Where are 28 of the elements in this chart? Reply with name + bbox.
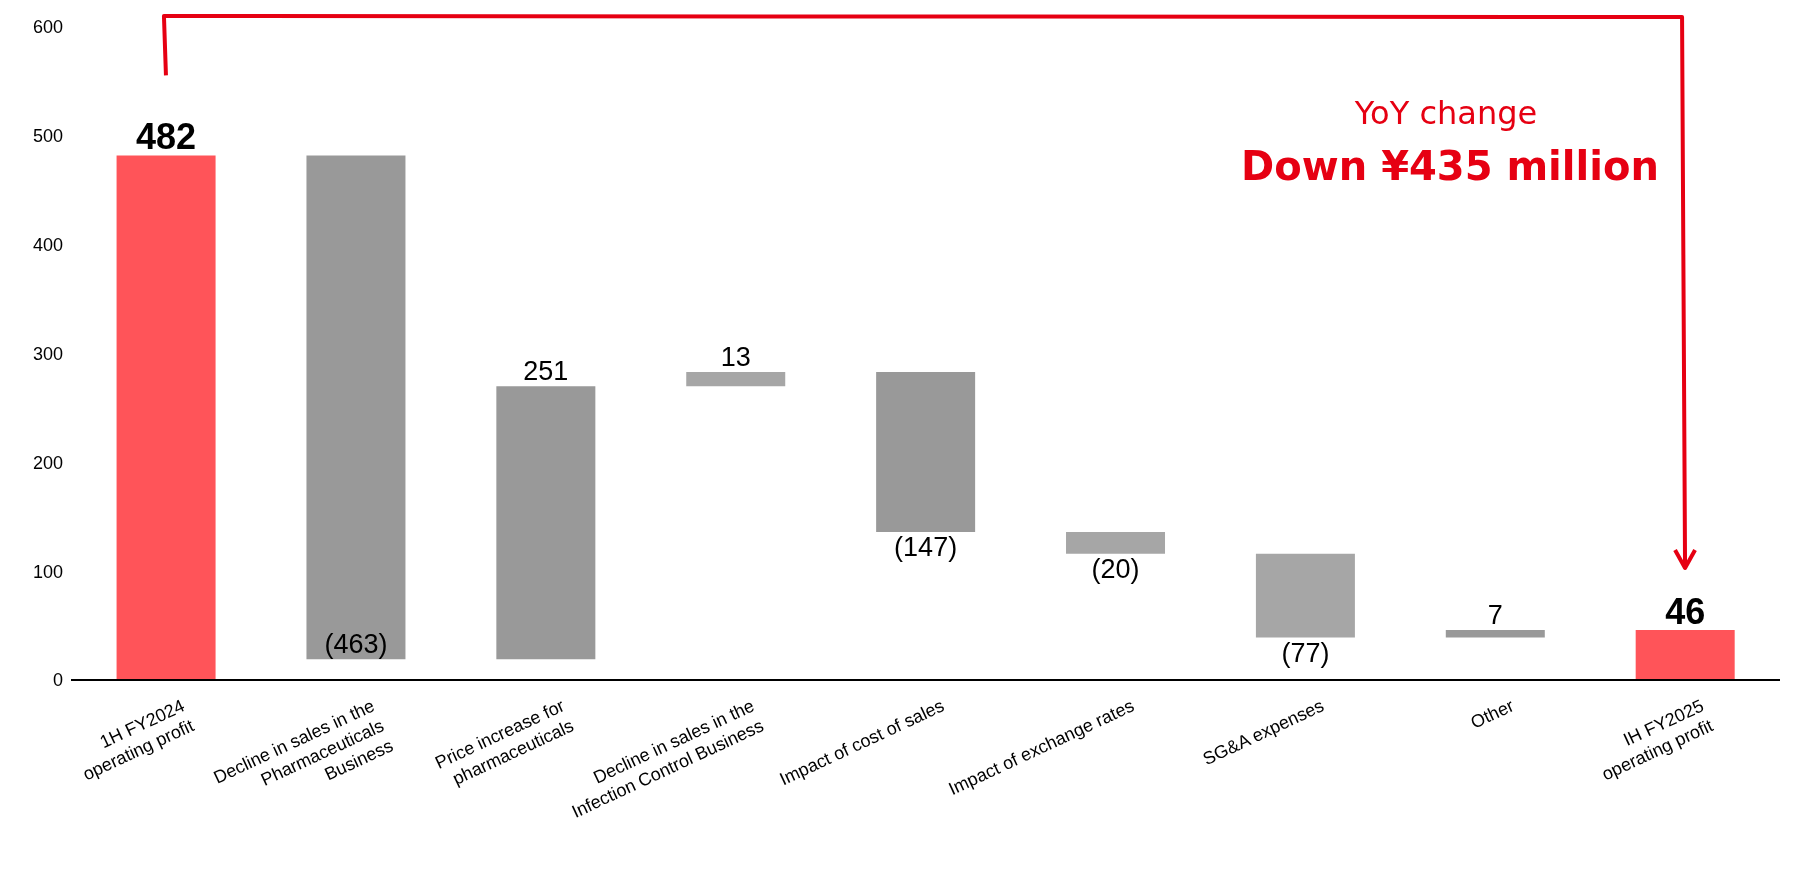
data-label: 13 — [720, 342, 751, 372]
data-label: (77) — [1281, 637, 1330, 668]
data-label: 482 — [136, 116, 197, 158]
bar — [1635, 629, 1735, 680]
bar — [1066, 531, 1166, 554]
bar — [1255, 553, 1355, 638]
data-label: (20) — [1091, 553, 1140, 584]
bar — [496, 386, 596, 660]
annotation: Down ¥435 million — [1241, 143, 1659, 189]
x-tick-label: Other — [1467, 695, 1517, 733]
y-tick-label: 400 — [32, 235, 63, 256]
data-label: 251 — [523, 356, 569, 387]
data-label: 7 — [1487, 599, 1503, 630]
bar — [306, 155, 406, 660]
bar — [876, 372, 976, 532]
y-tick-label: 0 — [52, 670, 63, 691]
y-tick-label: 600 — [32, 17, 63, 38]
bar — [116, 155, 216, 680]
y-tick-label: 300 — [32, 343, 63, 364]
data-label: 46 — [1665, 590, 1706, 632]
bar — [686, 372, 786, 387]
data-label: (147) — [894, 531, 958, 562]
annotation: YoY change — [1353, 94, 1538, 132]
bar — [1445, 629, 1545, 638]
data-label: (463) — [324, 629, 388, 660]
y-tick-label: 500 — [32, 126, 63, 147]
y-tick-label: 200 — [32, 452, 63, 473]
y-tick-label: 100 — [32, 561, 63, 582]
